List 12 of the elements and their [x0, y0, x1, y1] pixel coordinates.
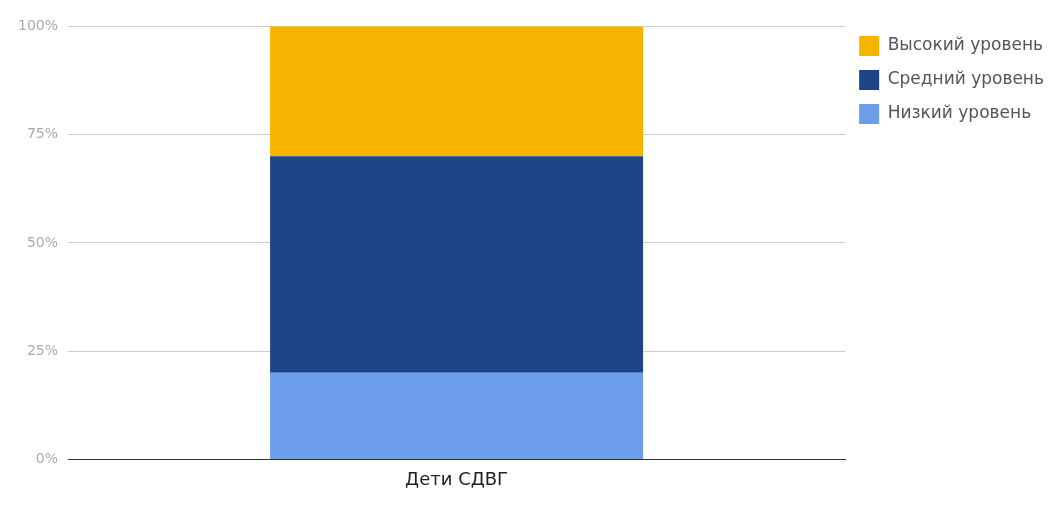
bar	[270, 372, 644, 459]
y-tick-label: 0%	[35, 450, 59, 467]
x-tick-label: Дети СДВГ	[405, 467, 509, 489]
legend-label: Средний уровень	[887, 68, 1045, 89]
legend-label: Низкий уровень	[887, 102, 1032, 123]
legend-label: Высокий уровень	[887, 34, 1044, 55]
y-tick-label: 50%	[26, 233, 59, 250]
y-tick-label: 25%	[26, 341, 59, 358]
y-tick-label: 75%	[26, 125, 59, 142]
y-tick-label: 100%	[17, 17, 59, 34]
bar	[270, 156, 644, 373]
bar	[270, 26, 644, 157]
